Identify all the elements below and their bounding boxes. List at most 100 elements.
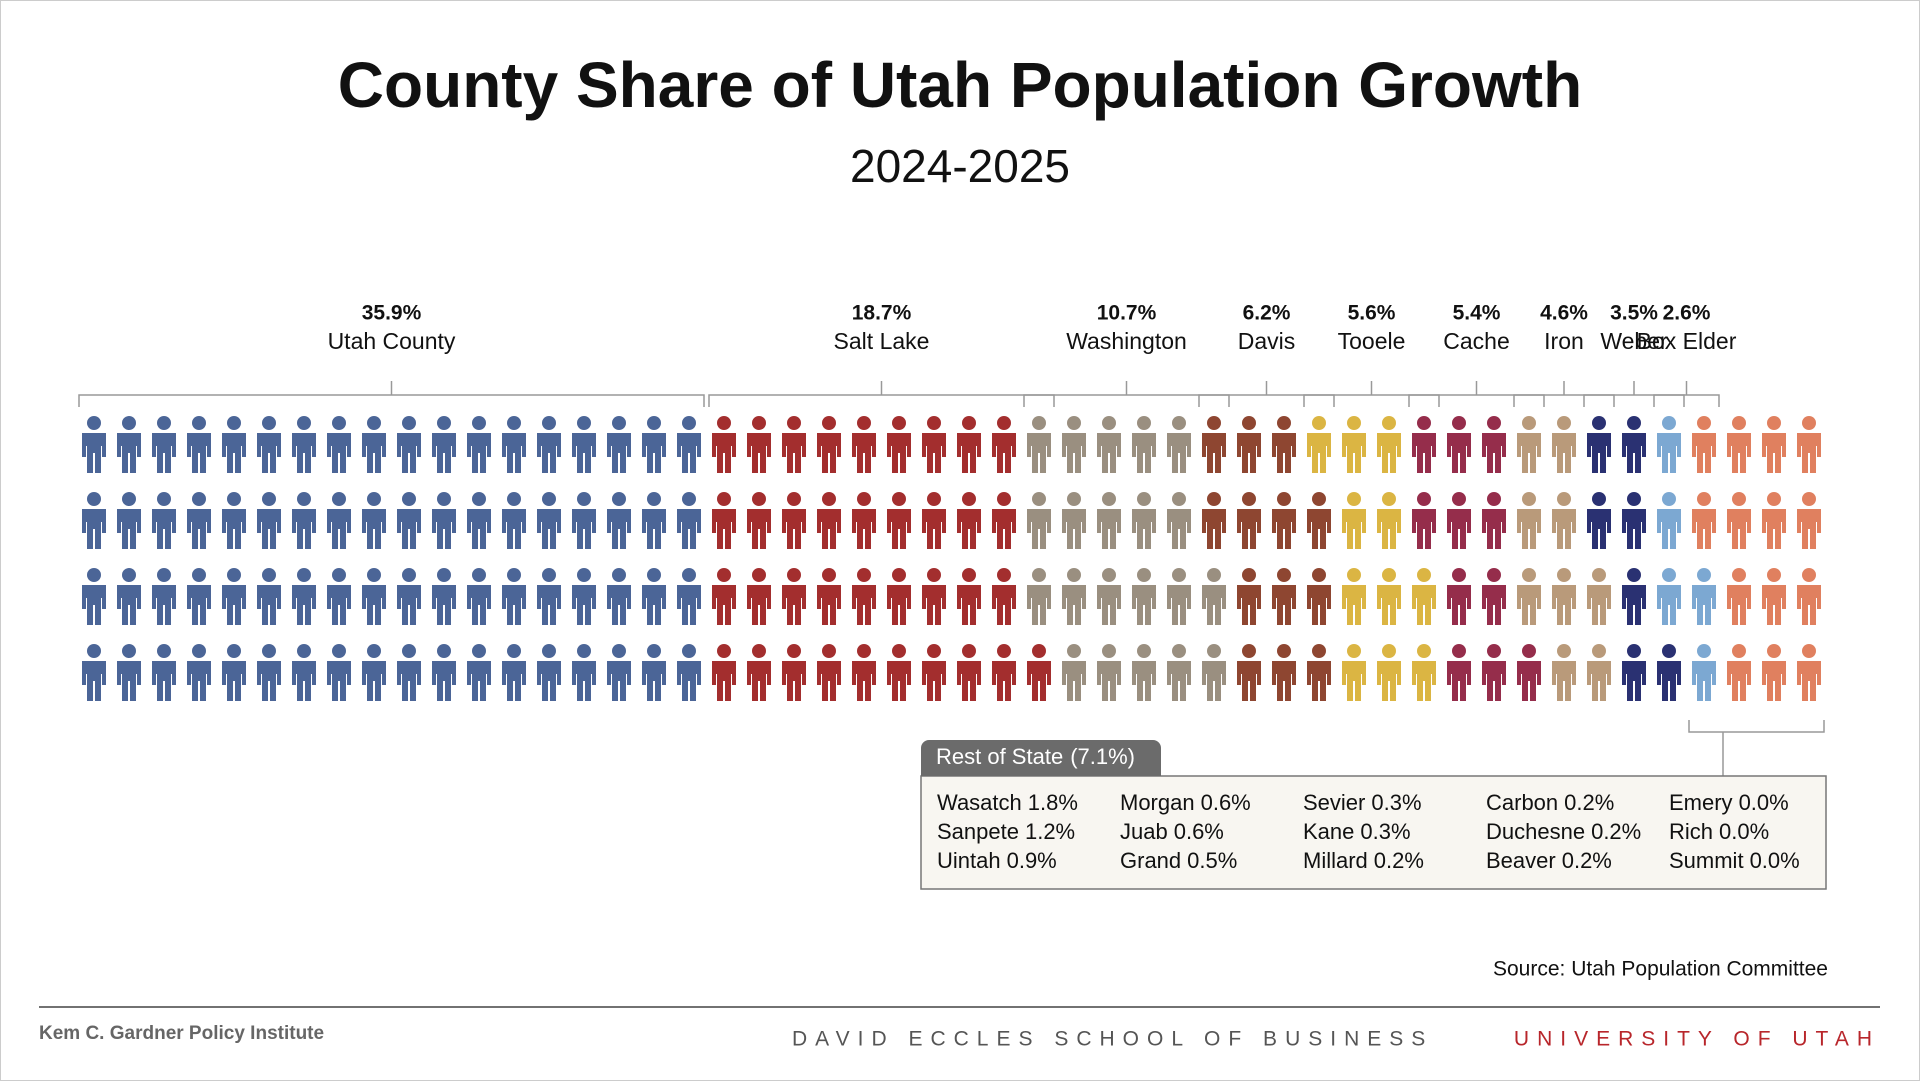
person-icon [292, 644, 316, 701]
icon-body [82, 585, 106, 625]
icon-body [1377, 661, 1401, 701]
icon-body [887, 661, 911, 701]
icon-body [747, 433, 771, 473]
bracket [1023, 381, 1230, 407]
icon-head [157, 416, 171, 430]
icon-head [1032, 416, 1046, 430]
icon-body [1237, 433, 1261, 473]
icon-body [117, 509, 141, 549]
person-icon [1692, 492, 1716, 549]
person-icon [1027, 644, 1051, 701]
icon-body [1237, 661, 1261, 701]
icon-body [1307, 433, 1331, 473]
person-icon [257, 568, 281, 625]
icon-body [712, 585, 736, 625]
icon-head [1137, 568, 1151, 582]
icon-body [537, 509, 561, 549]
person-icon [957, 644, 981, 701]
icon-body [1062, 433, 1086, 473]
icon-head [1347, 492, 1361, 506]
icon-head [822, 416, 836, 430]
icon-head [1522, 416, 1536, 430]
person-icon [1097, 416, 1121, 473]
person-icon [1482, 492, 1506, 549]
rest-item: Rich 0.0% [1669, 819, 1769, 844]
icon-head [192, 416, 206, 430]
person-icon [1272, 492, 1296, 549]
icon-head [857, 416, 871, 430]
icon-head [1697, 644, 1711, 658]
person-icon [852, 644, 876, 701]
icon-body [1377, 433, 1401, 473]
icon-head [1487, 416, 1501, 430]
icon-body [1762, 585, 1786, 625]
person-icon [1412, 644, 1436, 701]
icon-head [1487, 492, 1501, 506]
person-icon [1797, 568, 1821, 625]
person-icon [747, 416, 771, 473]
icon-head [857, 568, 871, 582]
person-icon [782, 492, 806, 549]
icon-body [747, 585, 771, 625]
icon-body [187, 585, 211, 625]
icon-body [467, 661, 491, 701]
icon-body [1727, 661, 1751, 701]
icon-body [1377, 509, 1401, 549]
rest-item: Sanpete 1.2% [937, 819, 1075, 844]
person-icon [1062, 644, 1086, 701]
share-label: 4.6% [1540, 302, 1588, 325]
icon-head [437, 416, 451, 430]
rest-item-share: 0.0% [1750, 848, 1800, 873]
person-icon [572, 416, 596, 473]
person-icon [1237, 492, 1261, 549]
person-icon [887, 644, 911, 701]
bracket [1303, 381, 1440, 407]
person-icon [152, 492, 176, 549]
icon-head [437, 568, 451, 582]
icon-body [222, 433, 246, 473]
icon-body [1692, 661, 1716, 701]
person-icon [1027, 568, 1051, 625]
icon-body [712, 433, 736, 473]
rest-item: Beaver 0.2% [1486, 848, 1612, 873]
rest-item-share: 0.2% [1562, 848, 1612, 873]
icon-body [1062, 585, 1086, 625]
person-icon [1342, 416, 1366, 473]
icon-head [1172, 568, 1186, 582]
rest-item-share: 0.0% [1739, 790, 1789, 815]
share-label: 5.4% [1453, 302, 1501, 325]
rest-item-name: Grand [1120, 848, 1181, 873]
icon-body [1132, 585, 1156, 625]
icon-head [997, 416, 1011, 430]
person-icon [1167, 644, 1191, 701]
share-label: 2.6% [1663, 302, 1711, 325]
footer-university: UNIVERSITY OF UTAH [1514, 1028, 1880, 1051]
icon-head [1697, 416, 1711, 430]
person-icon [1132, 644, 1156, 701]
person-icon [1587, 644, 1611, 701]
icon-body [1237, 509, 1261, 549]
icon-head [1627, 644, 1641, 658]
icon-head [1452, 644, 1466, 658]
person-icon [1202, 644, 1226, 701]
person-icon [1237, 416, 1261, 473]
icon-head [122, 644, 136, 658]
icon-head [1417, 568, 1431, 582]
icon-body [1097, 433, 1121, 473]
person-icon [782, 644, 806, 701]
person-icon [397, 568, 421, 625]
icon-head [227, 568, 241, 582]
icon-head [787, 416, 801, 430]
county-label: Salt Lake [834, 328, 930, 354]
icon-head [1172, 492, 1186, 506]
person-icon [1692, 644, 1716, 701]
person-icon [642, 492, 666, 549]
icon-head [1277, 644, 1291, 658]
person-icon [1517, 568, 1541, 625]
icon-body [817, 661, 841, 701]
icon-head [1382, 416, 1396, 430]
icon-head [1382, 644, 1396, 658]
person-icon [1342, 492, 1366, 549]
person-icon [1062, 568, 1086, 625]
